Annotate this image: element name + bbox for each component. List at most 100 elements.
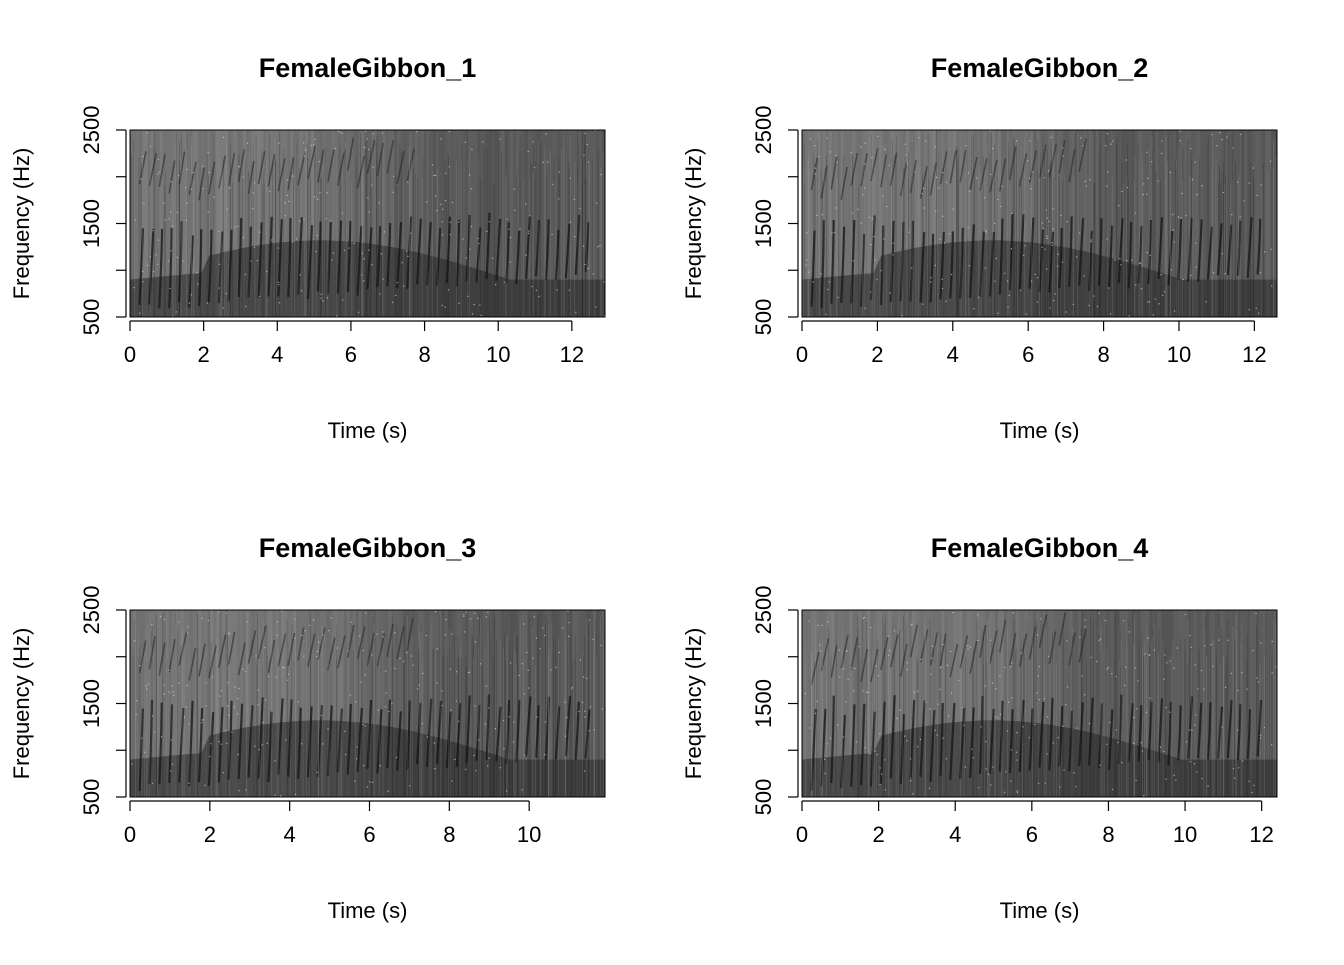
noise-speck	[1201, 778, 1203, 780]
note-stroke	[138, 228, 145, 306]
noise-speck	[136, 700, 138, 702]
spectrogram-column	[314, 130, 318, 317]
noise-speck	[145, 685, 147, 687]
spectrogram-column	[299, 610, 303, 797]
spectrogram-column	[435, 130, 440, 317]
noise-speck	[160, 736, 163, 738]
spectrogram-column	[153, 130, 158, 317]
noise-speck	[239, 165, 241, 167]
spectrogram-column	[545, 610, 550, 797]
spectrogram-column	[385, 610, 389, 797]
note-stroke	[297, 217, 303, 295]
spectrogram-column	[1137, 130, 1142, 317]
noise-speck	[968, 190, 971, 192]
spectrogram-column	[1089, 130, 1094, 317]
noise-speck	[1010, 780, 1012, 782]
spectrogram-column	[412, 130, 416, 317]
noise-speck	[1063, 769, 1065, 771]
spectrogram-column	[959, 610, 963, 797]
spectrogram-column	[325, 130, 330, 317]
noise-speck	[185, 219, 187, 222]
noise-speck	[448, 166, 450, 168]
noise-speck	[368, 211, 370, 213]
noise-speck	[339, 131, 341, 133]
harmonic-stroke	[346, 137, 355, 171]
spectrogram-column	[1003, 130, 1008, 317]
spectrogram-column	[287, 610, 291, 797]
noise-speck	[274, 760, 276, 762]
noise-speck	[922, 187, 924, 189]
harmonic-stroke	[959, 149, 967, 183]
noise-speck	[1007, 280, 1009, 282]
noise-speck	[1084, 619, 1086, 621]
note-stroke	[1216, 706, 1224, 759]
noise-speck	[475, 770, 477, 772]
noise-speck	[320, 297, 322, 299]
note-stroke	[810, 708, 817, 791]
noise-speck	[875, 665, 877, 667]
spectrogram-column	[1048, 130, 1052, 317]
spectrogram-column	[1176, 610, 1180, 797]
spectrogram-column	[997, 130, 1002, 317]
noise-speck	[1172, 229, 1174, 231]
x-tick-label: 8	[418, 342, 430, 367]
spectrogram-column	[1018, 130, 1023, 317]
spectrogram-column	[305, 130, 309, 317]
noise-speck	[936, 734, 938, 736]
note-stroke	[207, 712, 215, 786]
noise-speck	[385, 692, 387, 694]
noise-speck	[569, 221, 572, 223]
noise-speck	[945, 758, 947, 760]
note-stroke	[534, 705, 540, 758]
noise-speck	[997, 312, 999, 314]
noise-speck	[222, 136, 225, 138]
spectrogram-column	[521, 130, 526, 317]
noise-speck	[1036, 301, 1038, 303]
noise-speck	[265, 699, 267, 701]
noise-speck	[542, 627, 544, 629]
noise-speck	[1236, 181, 1239, 183]
noise-speck	[431, 164, 434, 166]
noise-speck	[980, 726, 982, 728]
noise-speck	[238, 166, 240, 168]
spectrogram-column	[474, 610, 478, 797]
spectrogram-column	[415, 610, 419, 797]
note-stroke	[336, 220, 343, 294]
noise-speck	[1011, 697, 1013, 699]
noise-speck	[163, 693, 166, 695]
x-axis-label: Time (s)	[328, 898, 408, 923]
noise-speck	[901, 315, 903, 317]
noise-speck	[1108, 287, 1110, 289]
noise-speck	[455, 700, 458, 702]
spectrogram-column	[894, 610, 898, 797]
noise-speck	[465, 257, 468, 259]
noise-speck	[870, 291, 872, 293]
noise-speck	[1038, 782, 1040, 784]
noise-speck	[965, 145, 967, 147]
noise-speck	[1052, 742, 1054, 744]
noise-speck	[1160, 274, 1162, 276]
noise-speck	[362, 649, 365, 652]
spectrogram-column	[358, 130, 363, 317]
noise-speck	[904, 735, 906, 737]
harmonic-stroke	[890, 152, 898, 186]
spectrogram-image	[130, 610, 605, 797]
noise-speck	[937, 703, 939, 705]
noise-speck	[477, 617, 479, 620]
noise-speck	[977, 296, 980, 299]
note-stroke	[316, 221, 322, 292]
noise-speck	[222, 772, 224, 774]
spectrogram-column	[1098, 610, 1103, 797]
noise-speck	[1151, 161, 1153, 163]
spectrogram-column	[837, 610, 842, 797]
note-stroke	[277, 698, 284, 775]
spectrogram-column	[364, 610, 369, 797]
noise-speck	[1163, 678, 1165, 680]
spectrogram-column	[1193, 610, 1198, 797]
noise-speck	[434, 767, 436, 770]
noise-speck	[444, 634, 446, 636]
noise-speck	[976, 177, 978, 179]
x-tick-label: 10	[486, 342, 510, 367]
noise-speck	[556, 289, 558, 291]
spectrogram-column	[536, 610, 541, 797]
